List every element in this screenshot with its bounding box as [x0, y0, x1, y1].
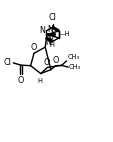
Text: CH₃: CH₃	[68, 64, 80, 70]
Text: N: N	[45, 38, 51, 47]
Text: O: O	[18, 76, 24, 85]
Text: O: O	[52, 56, 59, 65]
Text: N: N	[47, 35, 53, 44]
Text: Cl: Cl	[48, 13, 56, 22]
Text: H: H	[37, 78, 42, 84]
Text: H: H	[49, 42, 54, 48]
Text: CH₃: CH₃	[67, 54, 79, 60]
Text: —H: —H	[58, 31, 69, 37]
Text: N: N	[47, 25, 53, 34]
Text: O: O	[43, 58, 50, 67]
Text: Cl: Cl	[4, 58, 12, 67]
Text: O: O	[31, 43, 37, 52]
Text: N: N	[39, 26, 45, 35]
